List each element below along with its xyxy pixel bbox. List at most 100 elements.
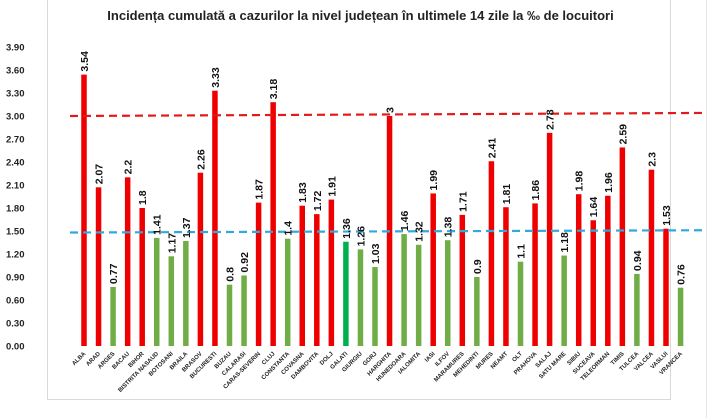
data-label: 2.59	[617, 124, 629, 145]
data-label: 1.8	[137, 190, 149, 205]
bar	[561, 255, 567, 346]
bar	[372, 267, 378, 346]
x-tick-label: OLT	[511, 351, 524, 364]
y-tick-label: 0.30	[6, 319, 25, 330]
x-tick-label: IASI	[424, 351, 437, 364]
bar	[255, 202, 262, 346]
bar	[299, 205, 305, 346]
bar	[474, 277, 480, 346]
bar	[95, 187, 102, 346]
bar	[677, 287, 684, 346]
reference-line-threshold-3	[69, 111, 707, 118]
reference-lines	[69, 111, 707, 234]
data-label: 1.99	[428, 170, 440, 191]
bar	[154, 237, 160, 346]
data-label: 0.8	[225, 267, 237, 282]
y-tick-label: 2.40	[6, 158, 25, 169]
bar	[663, 228, 669, 346]
y-tick-label: 0.60	[6, 296, 25, 307]
bar	[517, 261, 524, 346]
data-label: 3	[385, 107, 397, 113]
bar	[605, 195, 611, 346]
data-label: 0.94	[632, 250, 644, 271]
bar	[183, 240, 189, 346]
data-label: 3.18	[268, 79, 280, 100]
bar	[197, 172, 204, 346]
data-label: 2.3	[646, 152, 658, 167]
bar	[212, 90, 218, 346]
bar	[619, 147, 626, 346]
data-label: 0.77	[108, 263, 120, 284]
chart-frame	[47, 0, 671, 400]
bar	[328, 199, 335, 346]
bar	[314, 214, 320, 346]
bar	[226, 284, 233, 346]
data-label: 1.41	[152, 214, 164, 235]
data-label: 1.64	[588, 197, 600, 218]
x-tick-label: SATU MARE	[538, 351, 567, 380]
y-tick-label: 0.00	[6, 342, 25, 353]
data-label: 1.72	[312, 191, 324, 212]
data-label: 0.76	[676, 264, 688, 285]
data-label: 1.46	[399, 210, 411, 231]
data-label: 1.1	[516, 244, 528, 259]
bar	[124, 177, 131, 346]
bar	[546, 132, 553, 346]
data-label: 1.18	[559, 232, 571, 253]
data-label: 1.71	[457, 191, 469, 212]
data-label: 2.78	[545, 109, 557, 130]
data-label: 0.9	[472, 259, 484, 274]
bar	[284, 238, 291, 346]
chart-title: Incidența cumulată a cazurilor la nivel …	[107, 8, 614, 23]
bar	[590, 220, 596, 346]
bar	[81, 74, 87, 346]
data-label: 1.03	[370, 243, 382, 264]
data-label: 2.41	[486, 138, 498, 159]
y-tick-label: 3.30	[6, 89, 25, 100]
bar	[648, 169, 655, 346]
y-tick-label: 0.90	[6, 273, 25, 284]
data-label: 1.98	[574, 171, 586, 192]
data-label: 1.53	[661, 205, 673, 226]
y-tick-label: 3.90	[6, 43, 25, 54]
data-labels: 3.54 2.07 0.77 2.2 1.81.411.171.37 2.26 3.33 0.…	[79, 51, 688, 285]
bar	[488, 161, 495, 346]
data-label: 1.87	[254, 179, 266, 200]
data-label: 1.81	[501, 184, 513, 205]
bar	[343, 241, 349, 346]
y-tick-label: 1.80	[6, 204, 25, 215]
bar	[430, 193, 436, 346]
data-label: 1.4	[283, 221, 295, 236]
bar	[445, 240, 451, 346]
bar	[270, 102, 276, 346]
y-tick-label: 2.10	[6, 181, 25, 192]
data-label: 1.91	[326, 176, 338, 197]
data-label: 1.36	[341, 218, 353, 239]
bar	[532, 203, 538, 346]
y-tick-label: 2.70	[6, 135, 25, 146]
data-label: 1.83	[297, 182, 309, 203]
data-label: 2.2	[123, 160, 135, 175]
data-label: 1.86	[530, 180, 542, 201]
y-tick-label: 1.50	[6, 227, 25, 238]
bar	[459, 214, 466, 346]
data-label: 1.32	[414, 221, 426, 242]
bar	[575, 194, 582, 346]
y-tick-label: 1.20	[6, 250, 25, 261]
bar	[139, 208, 145, 346]
bar	[357, 249, 364, 346]
bar	[634, 273, 640, 346]
data-label: 3.33	[210, 67, 222, 88]
data-label: 1.26	[355, 226, 367, 247]
data-label: 1.96	[603, 172, 615, 193]
bar	[110, 286, 116, 346]
data-label: 3.54	[79, 51, 91, 72]
data-label: 2.26	[195, 149, 207, 170]
reference-line-threshold-1.5	[69, 229, 707, 234]
data-label: 0.92	[239, 252, 251, 273]
data-label: 1.17	[166, 233, 178, 254]
bar	[241, 275, 247, 346]
data-label: 1.37	[181, 217, 193, 238]
